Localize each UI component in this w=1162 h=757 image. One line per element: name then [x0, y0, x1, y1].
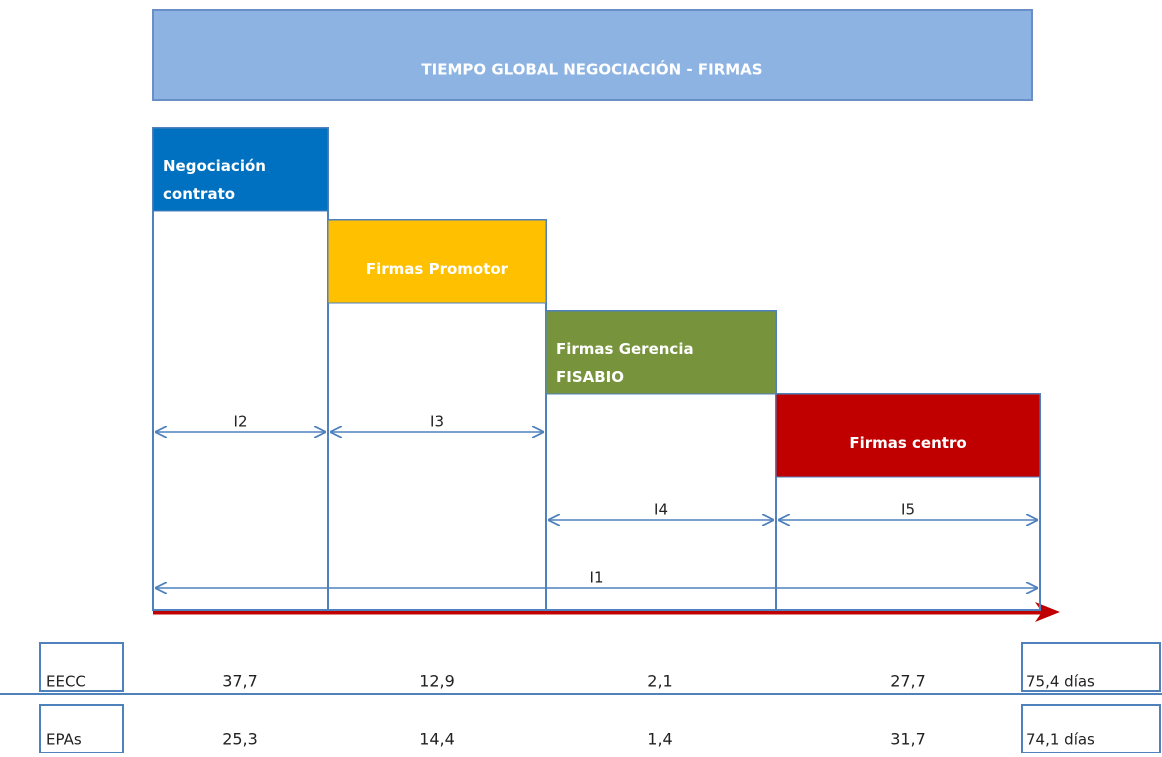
cell-value: 27,7 — [890, 672, 926, 691]
title-box — [152, 9, 1033, 101]
row-label: EPAs — [46, 731, 82, 749]
cell-value: 14,4 — [419, 730, 455, 749]
interval-label: I4 — [654, 501, 668, 519]
cell-value: 37,7 — [222, 672, 258, 691]
cell-value: 2,1 — [647, 672, 672, 691]
row-label-box — [39, 642, 124, 692]
cell-value: 1,4 — [647, 730, 672, 749]
timeline-head — [1035, 602, 1060, 622]
interval-label: I1 — [590, 569, 604, 587]
cell-value: 31,7 — [890, 730, 926, 749]
total-box — [1021, 642, 1161, 692]
phase-header — [775, 393, 1041, 478]
phase-label: Negociación contrato — [163, 157, 266, 203]
interval-label: I2 — [234, 413, 248, 431]
cell-value: 12,9 — [419, 672, 455, 691]
row-label: EECC — [46, 673, 86, 691]
row-total: 74,1 días — [1026, 731, 1095, 749]
phase-label: Firmas Promotor — [366, 260, 509, 278]
phase-label: Firmas Gerencia FISABIO — [556, 340, 694, 386]
phase-label: Firmas centro — [849, 434, 966, 452]
cell-value: 25,3 — [222, 730, 258, 749]
phase-header — [545, 310, 777, 395]
title: TIEMPO GLOBAL NEGOCIACIÓN - FIRMAS — [421, 60, 762, 79]
phase-header — [152, 127, 329, 212]
phase-header — [327, 219, 547, 304]
row-total: 75,4 días — [1026, 673, 1095, 691]
interval-label: I3 — [430, 413, 444, 431]
interval-label: I5 — [901, 501, 915, 519]
